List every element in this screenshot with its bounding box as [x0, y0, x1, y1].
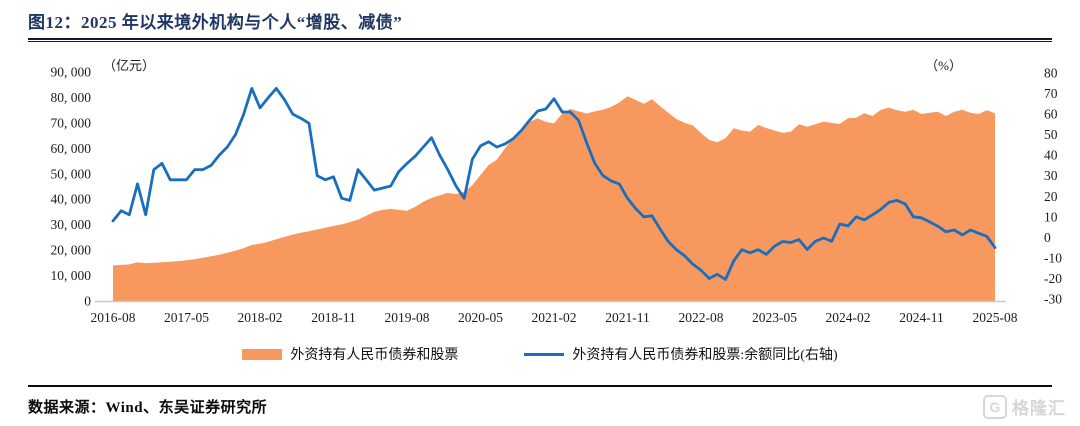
x-axis-tick-label: 2021-02	[532, 310, 577, 325]
watermark-logo-icon: G	[983, 394, 1007, 419]
title-divider	[28, 38, 1052, 42]
right-axis-tick-label: -10	[1044, 250, 1062, 265]
x-axis-tick-label: 2016-08	[91, 310, 136, 325]
x-axis-tick-label: 2019-08	[385, 310, 430, 325]
left-axis-tick-label: 90, 000	[51, 65, 92, 80]
x-axis-tick-label: 2023-05	[752, 310, 797, 325]
right-axis-tick-label: -20	[1044, 271, 1062, 286]
x-axis-tick-label: 2021-11	[605, 310, 650, 325]
left-axis-tick-label: 70, 000	[51, 115, 92, 130]
left-axis-tick-label: 0	[84, 294, 91, 309]
right-axis-tick-label: 40	[1044, 148, 1058, 163]
x-axis-tick-label: 2024-11	[899, 310, 944, 325]
right-axis-tick-label: 80	[1044, 66, 1058, 81]
legend-label-line: 外资持有人民币债券和股票:余额同比(右轴)	[572, 348, 838, 363]
x-axis-tick-label: 2025-08	[973, 310, 1018, 325]
data-source-note: 数据来源：Wind、东吴证券研究所	[28, 400, 268, 416]
x-axis-tick-label: 2024-02	[826, 310, 871, 325]
legend-label-area: 外资持有人民币债券和股票	[290, 348, 459, 363]
right-axis-tick-label: 10	[1044, 209, 1058, 224]
right-axis-tick-label: -30	[1044, 292, 1062, 307]
right-axis-tick-label: 50	[1044, 127, 1058, 142]
line-series	[111, 87, 997, 281]
legend-item-area: 外资持有人民币债券和股票	[242, 344, 458, 364]
left-axis-tick-label: 80, 000	[51, 90, 92, 105]
right-axis-tick-label: 0	[1044, 230, 1051, 245]
area-swatch-icon	[242, 348, 283, 360]
right-axis-tick-label: 70	[1044, 86, 1058, 101]
x-axis-tick-label: 2022-08	[679, 310, 724, 325]
x-axis-tick-label: 2018-11	[311, 310, 356, 325]
x-axis-tick-label: 2018-02	[238, 310, 283, 325]
figure-title: 图12：2025 年以来境外机构与个人“增股、减债”	[28, 13, 403, 32]
right-axis-unit-label: （%）	[925, 58, 962, 73]
chart-legend: 外资持有人民币债券和股票 外资持有人民币债券和股票:余额同比(右轴)	[0, 344, 1080, 364]
left-axis-tick-label: 30, 000	[51, 217, 92, 232]
left-axis-tick-label: 50, 000	[51, 166, 92, 181]
left-axis-unit-label: （亿元）	[103, 58, 155, 73]
watermark-text: 格隆汇	[1012, 399, 1066, 418]
right-axis-tick-label: 30	[1044, 168, 1058, 183]
left-axis-tick-label: 60, 000	[51, 141, 92, 156]
footer-divider	[28, 385, 1052, 387]
left-axis-tick-label: 40, 000	[51, 192, 92, 207]
x-axis-tick-label: 2020-05	[458, 310, 503, 325]
area-series	[113, 96, 995, 301]
x-axis-tick-label: 2017-05	[164, 310, 209, 325]
site-watermark: G 格隆汇	[983, 394, 1066, 419]
left-axis-tick-label: 10, 000	[51, 268, 92, 283]
line-swatch-icon	[524, 352, 565, 356]
right-axis-tick-label: 20	[1044, 189, 1058, 204]
legend-item-line: 外资持有人民币债券和股票:余额同比(右轴)	[524, 344, 838, 364]
left-axis-tick-label: 20, 000	[51, 243, 92, 258]
right-axis-tick-label: 60	[1044, 107, 1058, 122]
